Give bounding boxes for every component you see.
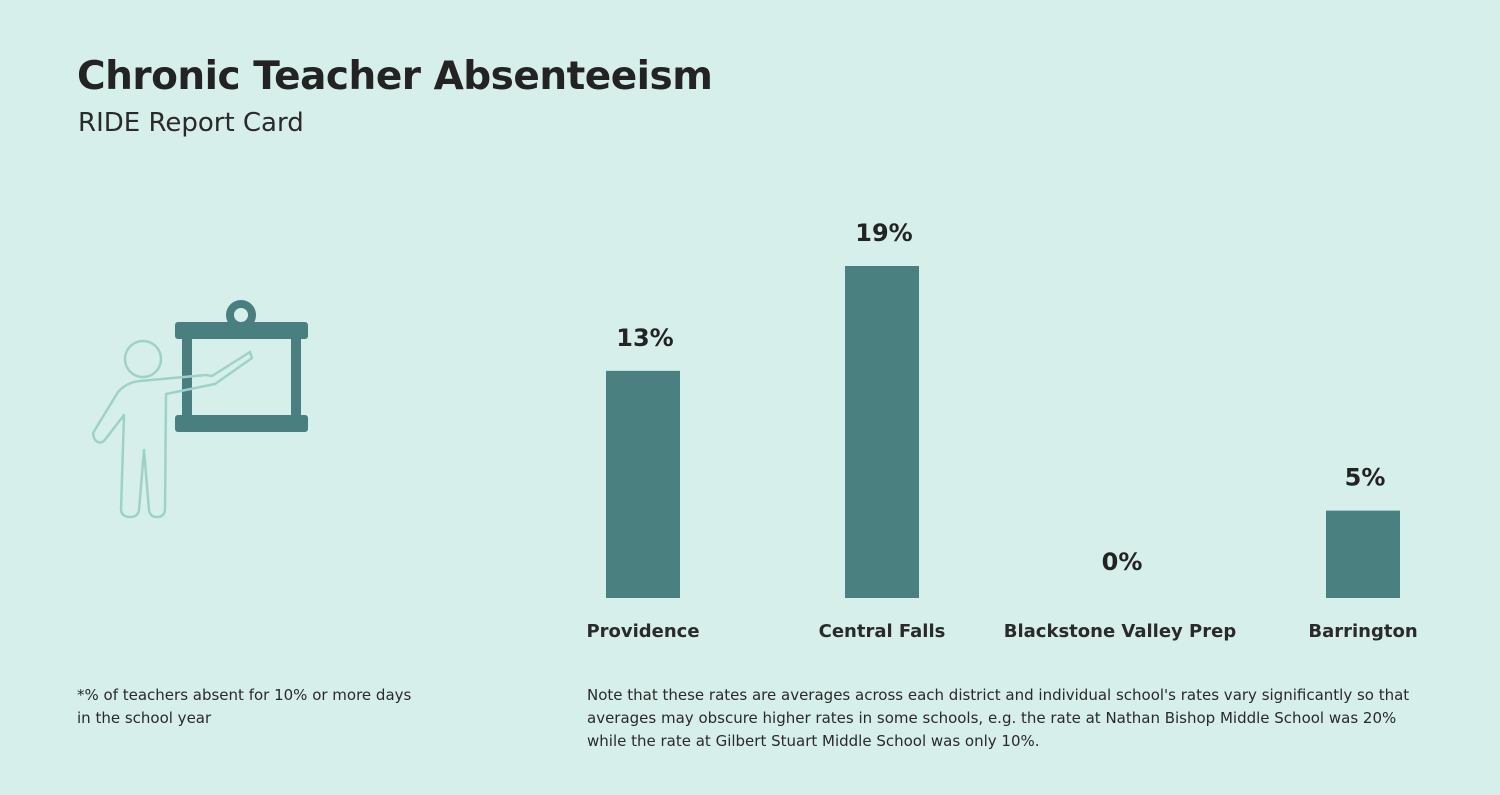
value-label: 19% <box>855 219 912 247</box>
category-label: Blackstone Valley Prep <box>1004 621 1237 642</box>
teacher-presenting-icon <box>91 300 308 519</box>
footnote: *% of teachers absent for 10% or more da… <box>77 686 412 727</box>
bar-central-falls <box>845 266 919 598</box>
category-label: Central Falls <box>819 621 946 642</box>
teacher-figure <box>91 339 254 519</box>
category-label: Barrington <box>1308 621 1417 642</box>
bar-barrington <box>1326 510 1400 598</box>
value-label: 0% <box>1102 548 1143 576</box>
bar-chart: 13% 19% 0% 5% Providence Central Falls Blacks… <box>586 219 1417 642</box>
value-label: 5% <box>1345 464 1386 492</box>
chart-subtitle: RIDE Report Card <box>78 108 304 138</box>
value-label: 13% <box>616 324 673 352</box>
bar-providence <box>606 370 680 598</box>
chart-title: Chronic Teacher Absenteeism <box>77 54 713 99</box>
note-text: Note that these rates are averages acros… <box>587 686 1410 750</box>
category-label: Providence <box>586 621 699 642</box>
